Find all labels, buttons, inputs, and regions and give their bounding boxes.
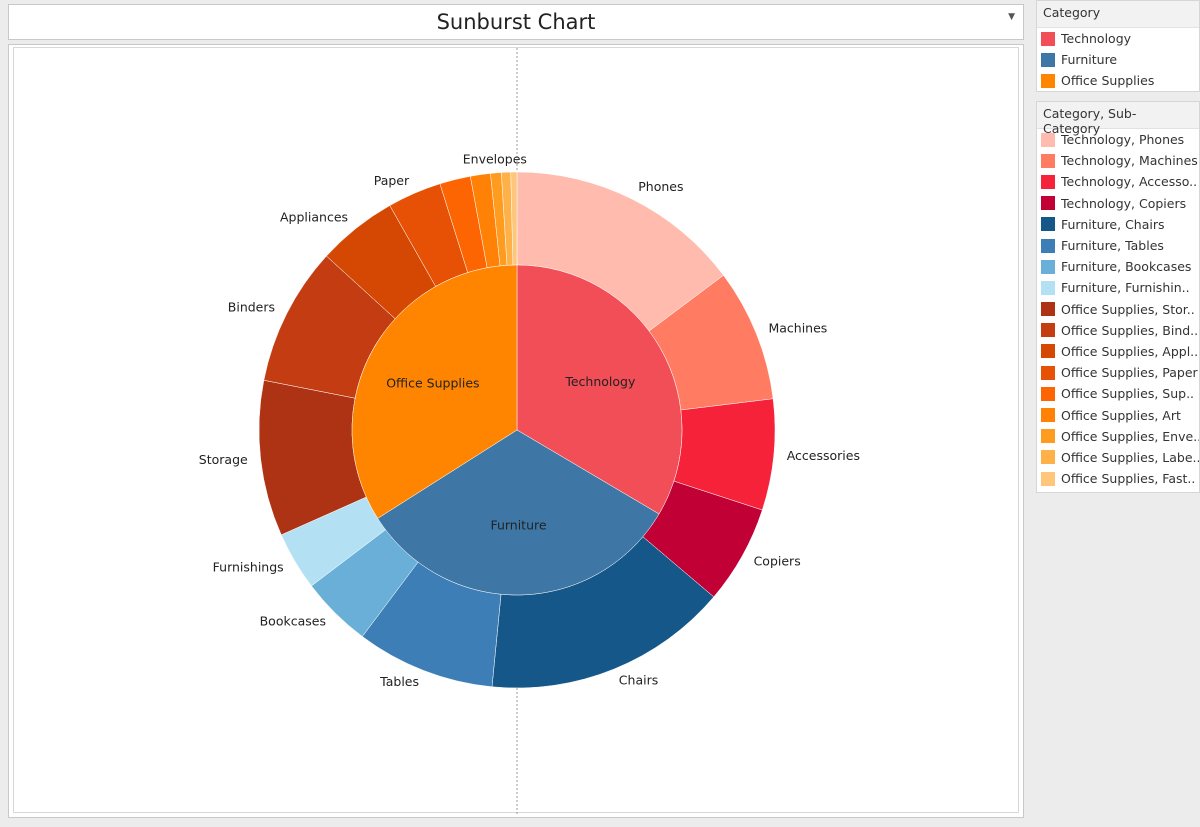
legend-swatch [1041,217,1055,232]
legend-subcategory: Category, Sub-Category Technology, Phone… [1036,101,1200,493]
legend-item-office-supplies-bind[interactable]: Office Supplies, Bind.. [1037,320,1199,341]
legend-item-office-supplies-enve[interactable]: Office Supplies, Enve.. [1037,426,1199,447]
legend-item-furniture-chairs[interactable]: Furniture, Chairs [1037,214,1199,235]
legend-label: Office Supplies, Labe.. [1061,449,1199,465]
legend-swatch [1041,280,1055,295]
legend-item-office-supplies-art[interactable]: Office Supplies, Art [1037,404,1199,425]
legend-item-office-supplies-sup[interactable]: Office Supplies, Sup.. [1037,383,1199,404]
legend-label: Furniture, Furnishin.. [1061,280,1190,296]
legend-label: Office Supplies, Enve.. [1061,428,1199,444]
legend-swatch [1041,153,1055,168]
legend-item-furniture-tables[interactable]: Furniture, Tables [1037,235,1199,256]
legend-label: Technology, Machines [1061,153,1198,169]
legend-swatch [1041,365,1055,380]
legend-category-items: Technology Furniture Office Supplies [1037,28,1199,92]
legend-swatch [1041,323,1055,338]
inner-label-office-supplies: Office Supplies [386,375,479,390]
legend-label: Technology [1061,31,1132,47]
legend-swatch [1041,429,1055,444]
legend-item-office-supplies-appl[interactable]: Office Supplies, Appl.. [1037,341,1199,362]
legend-swatch [1041,132,1055,147]
legend-category-title: Category [1037,1,1199,28]
chart-area: Phones Machines Accessories Copiers Chairs Ta… [13,47,1019,814]
legend-swatch [1041,408,1055,423]
legend-item-technology-machines[interactable]: Technology, Machines [1037,150,1199,171]
legend-item-furniture[interactable]: Furniture [1037,49,1199,70]
outer-label-bookcases: Bookcases [260,614,326,629]
legend-label: Technology, Copiers [1061,195,1187,211]
legend-label: Office Supplies, Appl.. [1061,343,1199,359]
legend-category: Category Technology Furniture Office Suppl… [1036,0,1200,92]
inner-label-technology: Technology [564,374,636,389]
outer-label-accessories: Accessories [787,448,860,463]
sunburst-chart: Phones Machines Accessories Copiers Chairs Ta… [199,48,860,814]
legend-label: Technology, Accesso.. [1061,174,1198,190]
inner-ring [351,264,683,596]
legend-item-technology-accesso[interactable]: Technology, Accesso.. [1037,171,1199,192]
legend-item-furniture-bookcases[interactable]: Furniture, Bookcases [1037,256,1199,277]
legend-swatch [1041,52,1055,67]
outer-label-storage: Storage [199,452,248,467]
legend-swatch [1041,238,1055,253]
inner-slice-office-supplies[interactable] [351,264,518,519]
outer-label-appliances: Appliances [280,210,348,225]
legend-label: Furniture, Tables [1061,238,1164,254]
legend-label: Office Supplies, Bind.. [1061,322,1199,338]
legend-swatch [1041,450,1055,465]
legend-item-technology-phones[interactable]: Technology, Phones [1037,129,1199,150]
legend-swatch [1041,471,1055,486]
legend-item-office-supplies[interactable]: Office Supplies [1037,70,1199,91]
chart-title-bar: Sunburst Chart ▼ [8,4,1024,40]
inner-slice-furniture[interactable] [377,429,660,596]
legend-swatch [1041,73,1055,88]
outer-label-chairs: Chairs [619,673,658,688]
legend-item-technology-copiers[interactable]: Technology, Copiers [1037,193,1199,214]
legend-swatch [1041,344,1055,359]
inner-slice-technology[interactable] [516,264,683,515]
legend-swatch [1041,386,1055,401]
inner-labels: Technology Furniture Office Supplies [386,374,636,533]
legend-item-office-supplies-labe[interactable]: Office Supplies, Labe.. [1037,447,1199,468]
legend-item-technology[interactable]: Technology [1037,28,1199,49]
legend-item-office-supplies-stor[interactable]: Office Supplies, Stor.. [1037,299,1199,320]
legend-label: Furniture, Chairs [1061,216,1165,232]
legend-label: Furniture [1061,52,1118,68]
legend-swatch [1041,31,1055,46]
legend-label: Office Supplies, Fast.. [1061,471,1196,487]
outer-label-tables: Tables [379,674,419,689]
legend-item-furniture-furnishin[interactable]: Furniture, Furnishin.. [1037,277,1199,298]
chart-panel: Phones Machines Accessories Copiers Chairs Ta… [8,44,1024,818]
outer-label-phones: Phones [638,179,683,194]
inner-label-furniture: Furniture [490,517,546,532]
legend-swatch [1041,196,1055,211]
outer-label-envelopes: Envelopes [463,151,527,166]
legend-subcategory-title: Category, Sub-Category [1037,102,1199,136]
outer-label-binders: Binders [228,299,275,314]
outer-ring [258,171,776,689]
outer-label-copiers: Copiers [754,554,801,569]
legend-label: Office Supplies, Paper [1061,365,1198,381]
legend-label: Furniture, Bookcases [1061,259,1192,275]
legend-item-office-supplies-fast[interactable]: Office Supplies, Fast.. [1037,468,1199,489]
legend-label: Office Supplies [1061,73,1155,89]
legend-label: Office Supplies, Stor.. [1061,301,1195,317]
legend-swatch [1041,302,1055,317]
legend-swatch [1041,174,1055,189]
legend-subcategory-items: Technology, Phones Technology, Machines Te… [1037,129,1199,489]
chart-title: Sunburst Chart [436,10,596,34]
legend-label: Office Supplies, Sup.. [1061,386,1195,402]
legend-swatch [1041,259,1055,274]
legend-item-office-supplies-paper[interactable]: Office Supplies, Paper [1037,362,1199,383]
outer-label-machines: Machines [768,320,827,335]
outer-label-furnishings: Furnishings [213,559,284,574]
outer-labels: Phones Machines Accessories Copiers Chairs Ta… [199,151,860,689]
outer-label-paper: Paper [374,173,410,188]
legend-label: Office Supplies, Art [1061,407,1181,423]
dropdown-arrow-icon[interactable]: ▼ [1008,12,1015,22]
legend-label: Technology, Phones [1061,132,1185,148]
